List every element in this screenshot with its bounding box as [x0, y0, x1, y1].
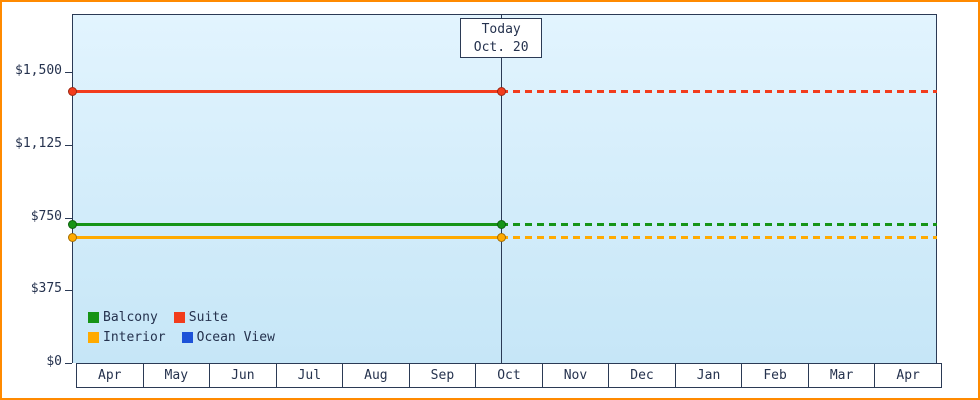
legend-item-balcony: Balcony — [88, 310, 158, 325]
legend-label-ocean-view: Ocean View — [196, 330, 275, 345]
legend-label-balcony: Balcony — [103, 310, 158, 325]
today-date-label: Oct. 20 — [473, 40, 529, 55]
y-tick-label: $750 — [30, 208, 62, 224]
legend-swatch-ocean-view — [181, 332, 193, 343]
month-cell-mar: Mar — [807, 363, 876, 388]
legend-item-ocean-view: Ocean View — [181, 330, 275, 345]
month-cell-jun: Jun — [209, 363, 277, 388]
legend-item-interior: Interior — [88, 330, 166, 345]
month-cell-may: May — [142, 363, 211, 388]
y-tick-mark — [65, 363, 72, 364]
month-cell-apr: Apr — [76, 363, 144, 388]
month-axis: Apr May Jun Jul Aug Sep Oct Nov Dec Jan Feb Mar Apr — [76, 363, 942, 388]
today-label: Today — [481, 22, 521, 37]
y-tick-label: $375 — [30, 281, 62, 297]
legend-row: Balcony Suite — [88, 310, 275, 325]
month-cell-nov: Nov — [541, 363, 610, 388]
legend-swatch-suite — [173, 312, 185, 323]
month-cell-dec: Dec — [608, 363, 676, 388]
legend-item-suite: Suite — [173, 310, 228, 325]
legend-swatch-interior — [88, 332, 99, 343]
month-cell-aug: Aug — [342, 363, 410, 388]
month-cell-oct: Oct — [475, 363, 543, 388]
y-tick-label: $1,500 — [15, 63, 62, 78]
today-label-box: Today Oct. 20 — [460, 18, 543, 58]
legend-label-suite: Suite — [188, 310, 228, 325]
plot-area — [72, 14, 937, 363]
month-cell-sep: Sep — [408, 363, 477, 388]
y-tick-mark — [65, 144, 72, 146]
month-cell-apr: Apr — [874, 363, 942, 388]
y-tick-label: $0 — [46, 354, 62, 369]
month-cell-jul: Jul — [275, 363, 344, 388]
y-tick-label: $1,125 — [15, 135, 62, 151]
month-cell-feb: Feb — [741, 363, 809, 388]
legend-swatch-balcony — [88, 312, 99, 323]
legend: Balcony Suite Interior Ocean View — [88, 310, 275, 350]
y-tick-mark — [65, 72, 72, 73]
y-tick-mark — [65, 290, 72, 292]
legend-row: Interior Ocean View — [88, 330, 275, 345]
y-tick-mark — [65, 217, 72, 219]
month-cell-jan: Jan — [674, 363, 743, 388]
legend-label-interior: Interior — [103, 330, 166, 345]
